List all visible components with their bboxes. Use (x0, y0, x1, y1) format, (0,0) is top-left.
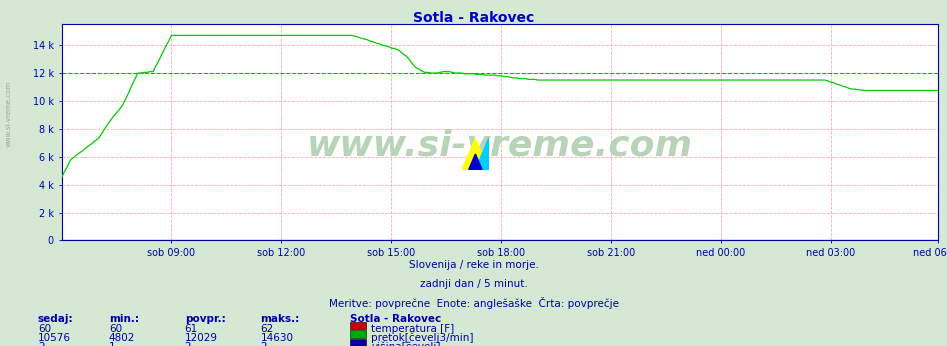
Polygon shape (469, 154, 482, 170)
Text: povpr.:: povpr.: (185, 314, 225, 324)
Text: sedaj:: sedaj: (38, 314, 74, 324)
Text: Sotla - Rakovec: Sotla - Rakovec (413, 11, 534, 25)
Text: 1: 1 (109, 342, 116, 346)
Text: 12029: 12029 (185, 333, 218, 343)
Text: 4802: 4802 (109, 333, 135, 343)
Text: 14630: 14630 (260, 333, 294, 343)
Text: 2: 2 (38, 342, 45, 346)
Text: 62: 62 (260, 324, 274, 334)
Polygon shape (462, 138, 489, 170)
Text: 61: 61 (185, 324, 198, 334)
Polygon shape (475, 138, 489, 170)
Text: Meritve: povprečne  Enote: anglešaške  Črta: povprečje: Meritve: povprečne Enote: anglešaške Črt… (329, 297, 618, 309)
Text: temperatura [F]: temperatura [F] (371, 324, 455, 334)
Text: 60: 60 (38, 324, 51, 334)
Text: zadnji dan / 5 minut.: zadnji dan / 5 minut. (420, 279, 527, 289)
Text: pretok[čevelj3/min]: pretok[čevelj3/min] (371, 333, 474, 343)
Text: www.si-vreme.com: www.si-vreme.com (307, 128, 692, 162)
Text: 10576: 10576 (38, 333, 71, 343)
Text: www.si-vreme.com: www.si-vreme.com (6, 81, 11, 147)
Text: 2: 2 (185, 342, 191, 346)
Text: min.:: min.: (109, 314, 139, 324)
Text: 60: 60 (109, 324, 122, 334)
Text: Sotla - Rakovec: Sotla - Rakovec (350, 314, 441, 324)
Text: Slovenija / reke in morje.: Slovenija / reke in morje. (408, 260, 539, 270)
Text: maks.:: maks.: (260, 314, 299, 324)
Text: višina[čevelj]: višina[čevelj] (371, 342, 440, 346)
Text: 2: 2 (260, 342, 267, 346)
